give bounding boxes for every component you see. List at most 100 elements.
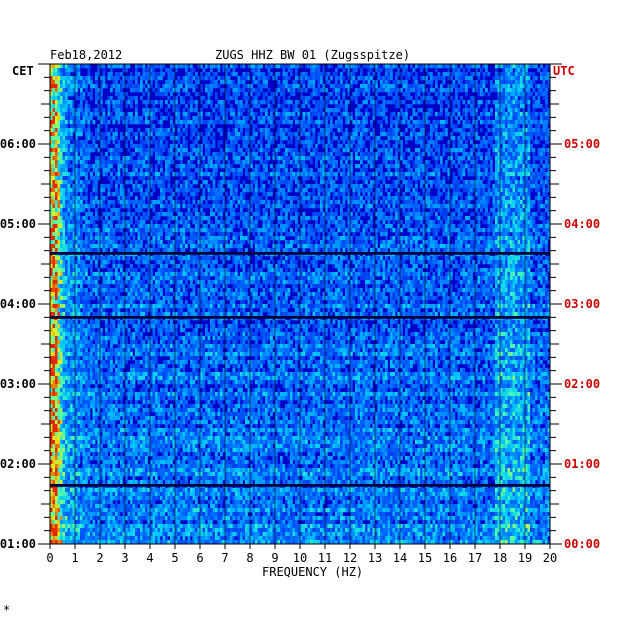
spectrogram-cell [527, 104, 531, 109]
spectrogram-cell [192, 124, 196, 129]
spectrogram-cell [407, 96, 411, 101]
spectrogram-cell [112, 136, 116, 141]
spectrogram-cell [525, 188, 528, 193]
spectrogram-cell [257, 148, 261, 153]
spectrogram-cell [435, 172, 438, 177]
spectrogram-cell [480, 180, 483, 185]
spectrogram-cell [360, 172, 363, 177]
spectrogram-cell [145, 112, 148, 117]
spectrogram-cell [67, 104, 71, 109]
spectrogram-cell [312, 132, 316, 137]
spectrogram-cell [52, 180, 56, 185]
spectrogram-cell [422, 148, 426, 153]
spectrogram-cell [262, 132, 266, 137]
spectrogram-cell [447, 184, 451, 189]
spectrogram-cell [360, 124, 363, 129]
spectrogram-cell [320, 156, 323, 161]
spectrogram-cell [305, 132, 308, 137]
spectrogram-cell [267, 100, 271, 105]
spectrogram-cell [467, 156, 471, 161]
spectrogram-cell [535, 112, 538, 117]
spectrogram-cell [175, 116, 178, 121]
spectrogram-cell [447, 64, 451, 69]
spectrogram-cell [50, 64, 53, 69]
spectrogram-cell [445, 168, 448, 173]
spectrogram-cell [347, 156, 351, 161]
spectrogram-cell [485, 80, 488, 85]
spectrogram-cell [55, 192, 58, 197]
spectrogram-cell [450, 96, 453, 101]
spectrogram-cell [375, 68, 378, 73]
spectrogram-cell [352, 148, 356, 153]
spectrogram-cell [177, 84, 181, 89]
spectrogram-cell [442, 164, 446, 169]
spectrogram-cell [432, 88, 436, 93]
spectrogram-cell [87, 204, 91, 209]
spectrogram-cell [515, 136, 518, 141]
spectrogram-cell [55, 160, 58, 165]
spectrogram-cell [442, 132, 446, 137]
spectrogram-cell [295, 120, 298, 125]
spectrogram-cell [390, 124, 393, 129]
spectrogram-cell [515, 152, 518, 157]
spectrogram-cell [67, 200, 71, 205]
spectrogram-cell [440, 88, 443, 93]
spectrogram-cell [347, 148, 351, 153]
spectrogram-cell [70, 116, 73, 121]
spectrogram-cell [522, 124, 526, 129]
spectrogram-cell [462, 172, 466, 177]
spectrogram-cell [400, 112, 403, 117]
spectrogram-cell [497, 112, 501, 117]
spectrogram-cell [172, 88, 176, 93]
spectrogram-cell [522, 96, 526, 101]
spectrogram-cell [325, 152, 328, 157]
spectrogram-cell [222, 88, 226, 93]
spectrogram-cell [227, 148, 231, 153]
spectrogram-cell [250, 120, 253, 125]
spectrogram-cell [277, 188, 281, 193]
spectrogram-cell [150, 128, 153, 133]
spectrogram-cell [500, 184, 503, 189]
spectrogram-cell [217, 144, 221, 149]
spectrogram-cell [160, 72, 163, 77]
spectrogram-cell [82, 92, 86, 97]
spectrogram-cell [527, 144, 531, 149]
spectrogram-cell [515, 156, 518, 161]
spectrogram-cell [267, 156, 271, 161]
spectrogram-cell [135, 180, 138, 185]
spectrogram-cell [72, 144, 76, 149]
spectrogram-cell [160, 68, 163, 73]
spectrogram-cell [275, 72, 278, 77]
spectrogram-cell [225, 116, 228, 121]
spectrogram-cell [107, 112, 111, 117]
spectrogram-cell [230, 188, 233, 193]
spectrogram-cell [190, 68, 193, 73]
spectrogram-cell [150, 176, 153, 181]
spectrogram-cell [487, 172, 491, 177]
spectrogram-cell [52, 168, 56, 173]
spectrogram-cell [492, 76, 496, 81]
spectrogram-cell [522, 84, 526, 89]
spectrogram-cell [157, 84, 161, 89]
spectrogram-cell [545, 128, 548, 133]
spectrogram-cell [285, 76, 288, 81]
spectrogram-cell [260, 132, 263, 137]
spectrogram-cell [252, 128, 256, 133]
spectrogram-cell [220, 108, 223, 113]
spectrogram-cell [232, 152, 236, 157]
spectrogram-cell [262, 80, 266, 85]
spectrogram-cell [65, 152, 68, 157]
spectrogram-cell [375, 200, 378, 205]
spectrogram-cell [85, 200, 88, 205]
spectrogram-cell [485, 160, 488, 165]
spectrogram-cell [462, 156, 466, 161]
spectrogram-cell [422, 64, 426, 69]
spectrogram-cell [470, 172, 473, 177]
spectrogram-cell [512, 80, 516, 85]
spectrogram-cell [462, 76, 466, 81]
spectrogram-cell [507, 92, 511, 97]
spectrogram-cell [72, 80, 76, 85]
spectrogram-cell [222, 108, 226, 113]
spectrogram-cell [290, 196, 293, 201]
spectrogram-cell [55, 188, 58, 193]
